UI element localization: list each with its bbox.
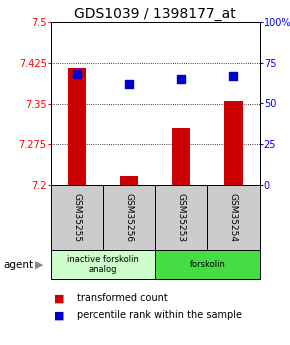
Point xyxy=(231,73,236,79)
Bar xyxy=(155,250,260,279)
Point xyxy=(127,81,131,87)
Text: forskolin: forskolin xyxy=(189,260,225,269)
Bar xyxy=(51,185,103,250)
Bar xyxy=(51,250,155,279)
Text: ■: ■ xyxy=(54,293,64,303)
Point xyxy=(179,76,184,82)
Text: transformed count: transformed count xyxy=(77,293,168,303)
Text: percentile rank within the sample: percentile rank within the sample xyxy=(77,310,242,321)
Text: GSM35255: GSM35255 xyxy=(72,193,81,242)
Bar xyxy=(120,176,138,185)
Bar xyxy=(224,101,242,185)
Bar xyxy=(103,185,155,250)
Text: ▶: ▶ xyxy=(35,260,44,270)
Text: ■: ■ xyxy=(54,310,64,321)
Bar xyxy=(172,128,190,185)
Text: GSM35253: GSM35253 xyxy=(177,193,186,242)
Bar xyxy=(155,185,207,250)
Text: agent: agent xyxy=(3,260,33,270)
Text: inactive forskolin
analog: inactive forskolin analog xyxy=(67,255,139,275)
Title: GDS1039 / 1398177_at: GDS1039 / 1398177_at xyxy=(74,7,236,21)
Text: GSM35256: GSM35256 xyxy=(124,193,134,242)
Bar xyxy=(207,185,260,250)
Point xyxy=(75,71,79,77)
Bar xyxy=(68,68,86,185)
Text: GSM35254: GSM35254 xyxy=(229,193,238,242)
